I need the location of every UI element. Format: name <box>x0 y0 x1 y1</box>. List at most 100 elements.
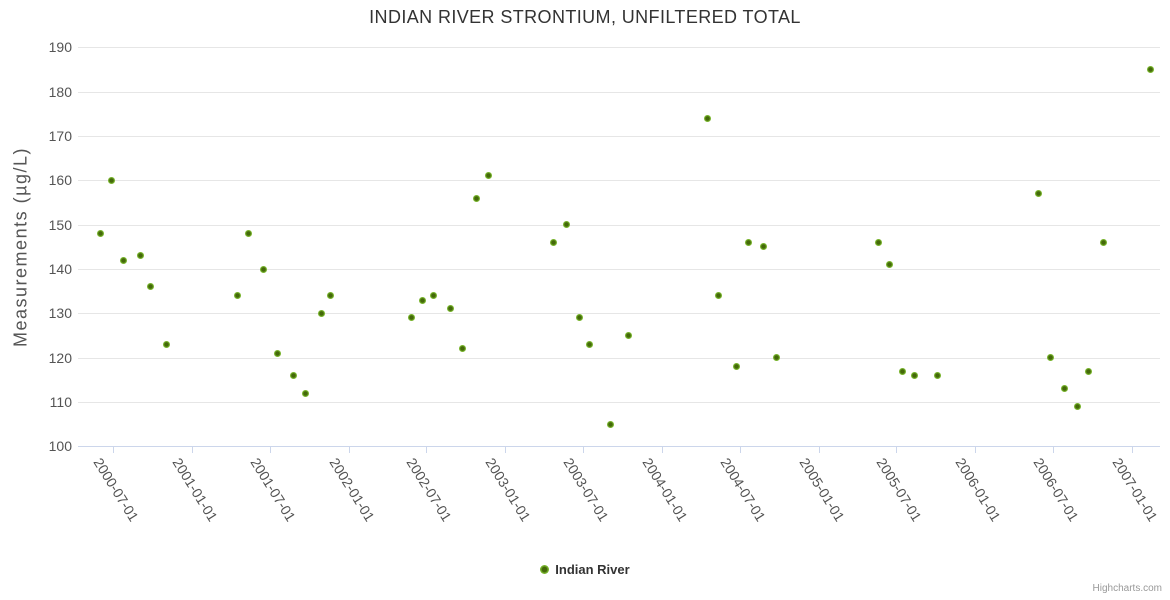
data-point[interactable] <box>446 305 454 313</box>
data-point[interactable] <box>485 172 493 180</box>
x-axis-tick <box>975 446 977 454</box>
y-gridline <box>78 269 1160 270</box>
data-point[interactable] <box>1074 402 1082 410</box>
data-point[interactable] <box>1146 66 1154 74</box>
y-gridline <box>78 357 1160 359</box>
data-point[interactable] <box>146 283 154 291</box>
y-gridline <box>78 224 1160 226</box>
data-point[interactable] <box>607 420 615 428</box>
x-axis-tick-label: 2001-07-01 <box>247 455 299 525</box>
data-point[interactable] <box>625 332 633 339</box>
series-marker-icon <box>540 565 550 574</box>
data-point[interactable] <box>317 309 325 317</box>
y-axis-tick-label: 130 <box>48 305 72 322</box>
x-axis-tick <box>426 446 428 454</box>
highcharts-credits-link[interactable]: Highcharts.com <box>1092 583 1162 594</box>
data-point[interactable] <box>586 340 594 348</box>
data-point[interactable] <box>120 256 128 264</box>
data-point[interactable] <box>1085 367 1093 375</box>
data-point[interactable] <box>885 261 893 269</box>
data-point[interactable] <box>234 292 242 300</box>
x-axis-tick <box>113 446 115 454</box>
x-axis-tick-label: 2005-07-01 <box>873 455 926 525</box>
y-gridline <box>78 136 1160 137</box>
data-point[interactable] <box>290 371 298 379</box>
x-axis-tick <box>1131 446 1133 454</box>
data-point[interactable] <box>162 340 170 348</box>
y-axis-tick-label: 150 <box>48 216 72 233</box>
x-axis-tick <box>582 446 584 454</box>
data-point[interactable] <box>911 371 919 379</box>
x-axis-tick <box>1052 446 1054 454</box>
data-point[interactable] <box>407 314 415 322</box>
data-point[interactable] <box>1100 238 1108 246</box>
data-point[interactable] <box>418 296 426 304</box>
data-point[interactable] <box>575 314 583 322</box>
data-point[interactable] <box>744 238 752 246</box>
y-axis-tick-label: 170 <box>48 128 72 144</box>
y-axis-tick-label: 100 <box>48 438 72 455</box>
x-axis-tick-label: 2003-07-01 <box>560 455 612 525</box>
y-axis-tick-label: 180 <box>48 83 72 100</box>
y-gridline <box>78 91 1160 93</box>
y-axis-tick-label: 140 <box>48 261 72 277</box>
data-point[interactable] <box>458 345 466 353</box>
data-point[interactable] <box>714 292 722 300</box>
data-point[interactable] <box>875 238 883 246</box>
x-axis-tick <box>896 446 898 454</box>
data-point[interactable] <box>260 265 268 273</box>
x-axis-tick-label: 2002-01-01 <box>326 455 378 525</box>
data-point[interactable] <box>245 230 252 238</box>
data-point[interactable] <box>704 114 712 122</box>
x-axis-tick-label: 2001-01-01 <box>169 455 222 525</box>
x-axis-tick <box>818 446 820 454</box>
x-axis-tick-label: 2003-01-01 <box>482 455 535 525</box>
legend: Indian River <box>0 562 1170 577</box>
x-axis-tick <box>192 446 194 454</box>
x-axis-tick-label: 2004-01-01 <box>639 455 691 525</box>
data-point[interactable] <box>1060 385 1068 393</box>
data-point[interactable] <box>933 371 941 379</box>
data-point[interactable] <box>108 176 116 184</box>
x-axis-tick <box>348 446 350 454</box>
y-gridline <box>78 47 1160 49</box>
y-gridline <box>78 313 1160 315</box>
x-axis-tick-label: 2006-01-01 <box>952 455 1005 525</box>
data-point[interactable] <box>136 252 144 260</box>
data-point[interactable] <box>326 292 334 300</box>
data-point[interactable] <box>563 221 571 229</box>
data-point[interactable] <box>732 363 740 370</box>
chart-title: INDIAN RIVER STRONTIUM, UNFILTERED TOTAL <box>369 7 801 27</box>
data-point[interactable] <box>759 243 767 251</box>
data-point[interactable] <box>274 349 282 357</box>
y-gridline <box>78 180 1160 182</box>
x-axis-tick <box>505 446 507 454</box>
data-point[interactable] <box>473 194 481 202</box>
y-axis-tick-label: 190 <box>48 39 72 56</box>
data-point[interactable] <box>97 230 104 238</box>
x-axis-tick <box>739 446 741 454</box>
x-axis-tick-label: 2005-01-01 <box>796 455 848 525</box>
data-point[interactable] <box>772 354 780 362</box>
legend-item-indian-river[interactable]: Indian River <box>540 562 630 577</box>
x-axis-line <box>78 446 1160 448</box>
x-axis-tick-label: 2007-01-01 <box>1109 455 1161 525</box>
x-axis-tick <box>661 446 663 454</box>
x-axis-tick-label: 2000-07-01 <box>90 455 143 525</box>
x-axis-tick-label: 2004-07-01 <box>717 455 769 525</box>
y-axis-tick-label: 120 <box>48 349 72 366</box>
x-axis-tick-label: 2002-07-01 <box>403 455 456 525</box>
data-point[interactable] <box>1046 354 1054 362</box>
x-axis-tick <box>269 446 271 454</box>
y-axis-tick-label: 160 <box>48 172 72 189</box>
legend-label: Indian River <box>555 562 630 577</box>
data-point[interactable] <box>430 292 438 300</box>
data-point[interactable] <box>302 389 310 397</box>
data-point[interactable] <box>898 367 906 375</box>
x-axis-tick-label: 2006-07-01 <box>1030 455 1082 525</box>
data-point[interactable] <box>549 238 557 246</box>
y-axis-tick-label: 110 <box>49 394 72 410</box>
data-point[interactable] <box>1034 190 1042 198</box>
y-gridline <box>78 402 1160 403</box>
